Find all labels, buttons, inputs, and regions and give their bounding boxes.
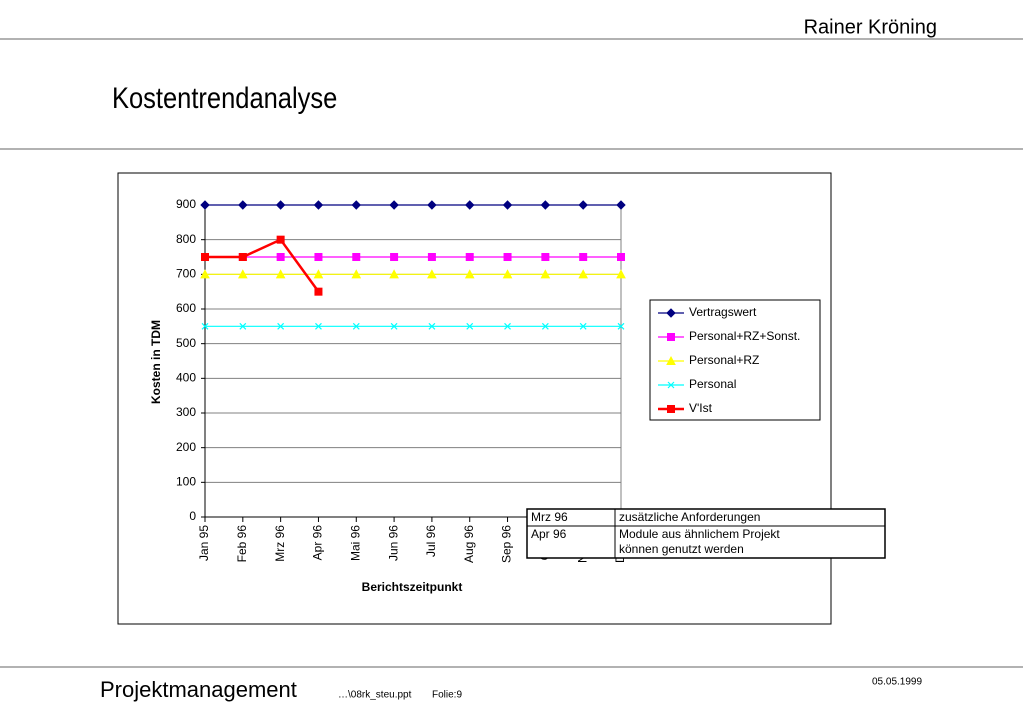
y-tick-label: 600: [176, 301, 196, 315]
marker: [201, 253, 209, 261]
marker: [541, 322, 549, 330]
marker: [465, 200, 475, 210]
marker: [352, 322, 360, 330]
marker: [352, 253, 361, 261]
legend-label: V'Ist: [689, 401, 713, 415]
legend-marker: [667, 333, 675, 341]
legend-marker: [666, 308, 676, 318]
y-tick-label: 900: [176, 197, 196, 211]
marker: [239, 322, 247, 330]
marker: [314, 253, 323, 261]
marker: [427, 253, 436, 261]
footer-course: Projektmanagement: [100, 677, 297, 702]
marker: [389, 269, 399, 279]
marker: [200, 269, 210, 279]
table-note: können genutzt werden: [619, 542, 744, 556]
y-tick-label: 800: [176, 232, 196, 246]
x-tick-label: Sep 96: [500, 525, 514, 563]
marker: [351, 269, 362, 279]
y-tick-label: 0: [189, 509, 196, 523]
table-note: zusätzliche Anforderungen: [619, 510, 760, 524]
marker: [315, 322, 322, 330]
marker: [313, 200, 324, 210]
y-tick-label: 500: [176, 336, 196, 350]
series-line: [205, 238, 320, 293]
marker: [541, 253, 550, 261]
y-axis-label: Kosten in TDM: [149, 320, 163, 404]
marker: [502, 200, 513, 210]
x-tick-label: Aug 96: [462, 525, 476, 563]
slide-title: Kostentrendanalyse: [112, 81, 337, 114]
marker: [616, 269, 626, 279]
x-tick-label: Mrz 96: [273, 525, 287, 562]
marker: [579, 322, 587, 330]
x-axis-label: Berichtszeitpunkt: [362, 580, 463, 594]
footer-date: 05.05.1999: [872, 677, 922, 688]
y-tick-label: 100: [176, 475, 196, 489]
marker: [238, 200, 248, 210]
marker: [540, 200, 551, 210]
table-date: Apr 96: [531, 527, 567, 541]
legend-label: Vertragswert: [689, 305, 757, 319]
notes-table: [526, 508, 886, 559]
y-tick-label: 400: [176, 371, 196, 385]
x-tick-label: Apr 96: [311, 525, 325, 561]
marker: [275, 269, 286, 279]
marker: [617, 253, 625, 261]
marker: [390, 322, 398, 330]
marker: [502, 269, 513, 279]
marker: [314, 287, 323, 296]
marker: [465, 253, 474, 261]
author: Rainer Kröning: [804, 16, 937, 38]
table-note: Module aus ähnlichem Projekt: [619, 527, 780, 541]
marker: [464, 269, 475, 279]
x-tick-label: Jun 96: [386, 525, 400, 561]
footer-slide: Folie:9: [432, 690, 462, 701]
legend-box: [649, 299, 821, 421]
marker: [540, 269, 551, 279]
legend-marker: [667, 405, 675, 413]
marker: [427, 269, 437, 279]
marker: [275, 200, 286, 210]
marker: [504, 322, 511, 330]
marker: [276, 253, 285, 261]
table-date: Mrz 96: [531, 510, 568, 524]
legend-label: Personal+RZ+Sonst.: [689, 329, 800, 343]
marker: [466, 322, 474, 330]
marker: [578, 269, 589, 279]
marker: [276, 235, 285, 244]
marker: [428, 322, 436, 330]
marker: [313, 269, 324, 279]
marker: [617, 322, 625, 330]
legend-label: Personal+RZ: [689, 353, 759, 367]
x-tick-label: Feb 96: [235, 525, 249, 563]
x-tick-label: Mai 96: [348, 525, 362, 561]
y-tick-label: 200: [176, 440, 196, 454]
marker: [237, 269, 248, 279]
legend-label: Personal: [689, 377, 736, 391]
marker: [390, 253, 399, 261]
marker: [351, 200, 361, 210]
marker: [389, 200, 399, 210]
marker: [578, 200, 588, 210]
y-tick-label: 700: [176, 267, 196, 281]
legend-marker: [666, 355, 676, 365]
footer-file: …\08rk_steu.ppt: [338, 690, 412, 701]
marker: [238, 253, 247, 261]
marker: [200, 200, 210, 210]
x-tick-label: Jan 95: [197, 525, 211, 561]
marker: [503, 253, 512, 261]
marker: [616, 200, 626, 210]
marker: [427, 200, 437, 210]
marker: [277, 322, 285, 330]
y-tick-label: 300: [176, 405, 196, 419]
x-tick-label: Jul 96: [424, 525, 438, 557]
legend-marker: [667, 381, 675, 389]
marker: [201, 322, 209, 330]
marker: [579, 253, 588, 261]
